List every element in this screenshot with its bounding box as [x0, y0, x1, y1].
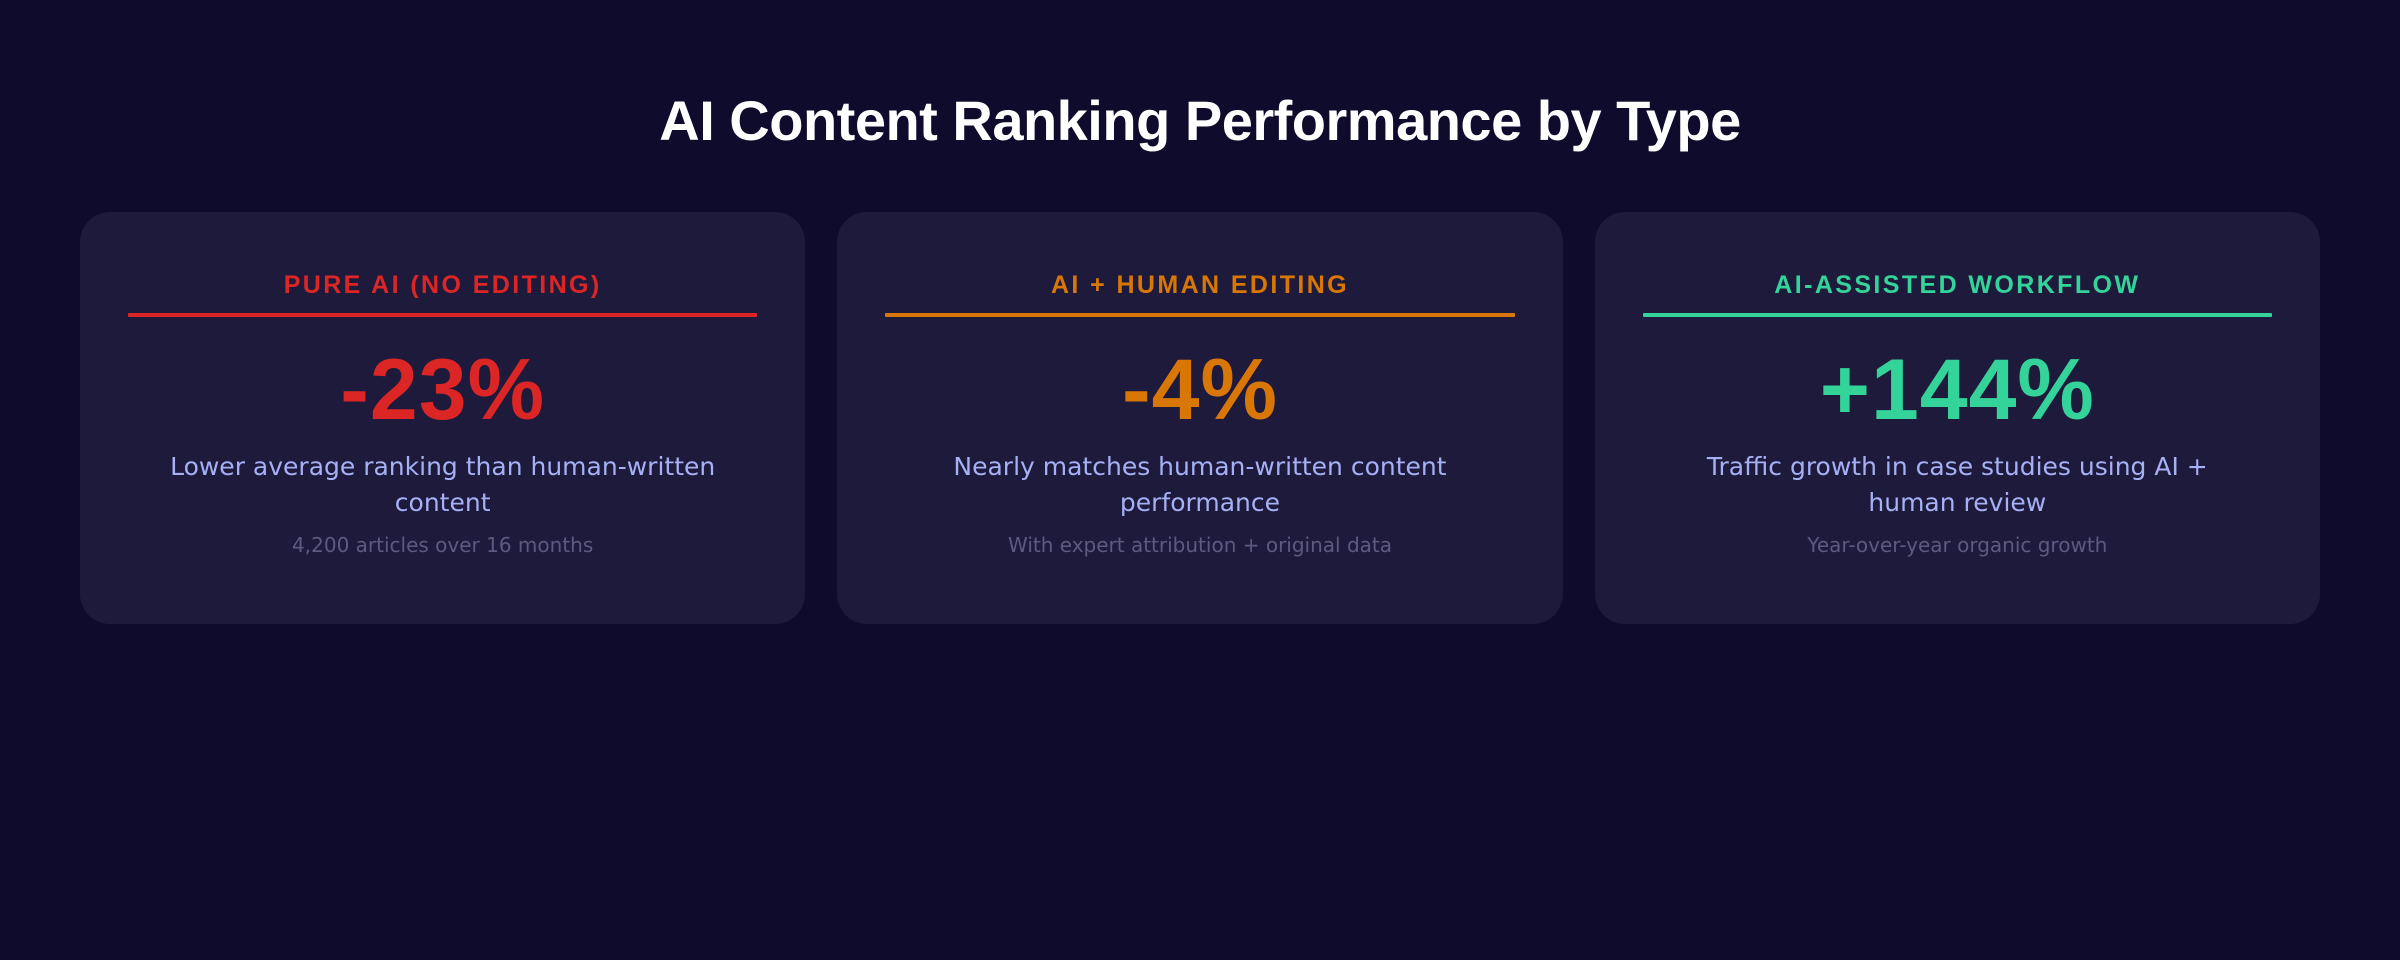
card-note: Year-over-year organic growth	[1807, 533, 2108, 557]
card-description: Lower average ranking than human-written…	[170, 452, 716, 517]
stat-cards: PURE AI (NO EDITING) -23% Lower average …	[80, 212, 2320, 624]
card-value: -4%	[1122, 342, 1278, 438]
card-description: Traffic growth in case studies using AI …	[1706, 452, 2208, 517]
stat-card-ai-human-editing: AI + HUMAN EDITING -4% Nearly matches hu…	[837, 212, 1563, 624]
card-note: 4,200 articles over 16 months	[292, 533, 594, 557]
card-label: AI-ASSISTED WORKFLOW	[1774, 271, 2141, 299]
card-note: With expert attribution + original data	[1007, 533, 1392, 557]
card-description: Nearly matches human-written content per…	[953, 452, 1447, 517]
page-title: AI Content Ranking Performance by Type	[659, 89, 1741, 152]
card-label: PURE AI (NO EDITING)	[283, 271, 602, 299]
card-divider	[1642, 313, 2272, 317]
card-label: AI + HUMAN EDITING	[1050, 271, 1350, 299]
stat-card-ai-assisted-workflow: AI-ASSISTED WORKFLOW +144% Traffic growt…	[1594, 212, 2320, 624]
card-value: -23%	[340, 342, 546, 438]
card-divider	[128, 313, 758, 317]
card-value: +144%	[1819, 342, 2095, 438]
stat-card-pure-ai: PURE AI (NO EDITING) -23% Lower average …	[80, 212, 806, 624]
card-divider	[885, 313, 1515, 317]
